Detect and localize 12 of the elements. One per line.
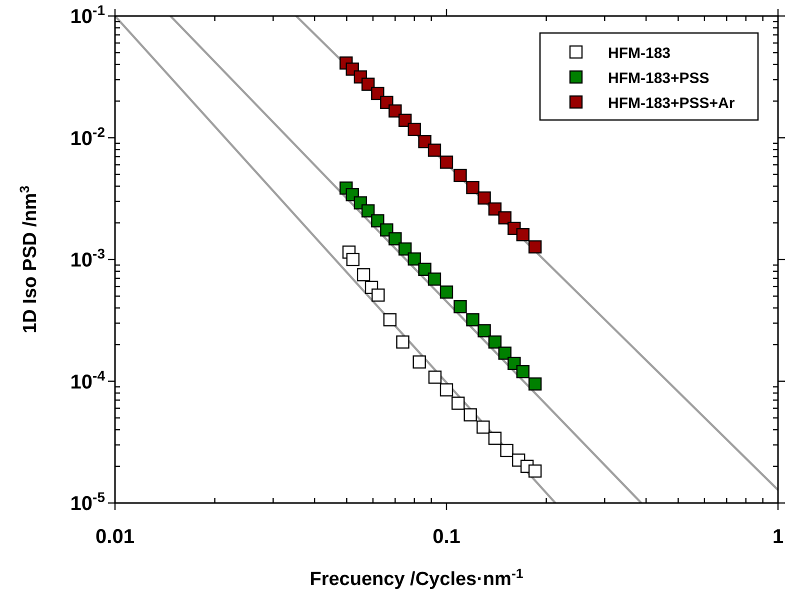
legend-label: HFM-183+PSS [608,70,710,87]
x-tick-label: 0.01 [96,526,134,548]
legend-label: HFM-183 [608,45,671,62]
legend-label: HFM-183+PSS+Ar [608,95,735,112]
x-axis-title: Frecuency /Cycles·nm$^{-1}$ [310,566,524,590]
y-tick-label: 10$^{-1}$ [70,2,106,28]
x-tick-label: 0.1 [432,526,460,548]
x-tick-label: 1 [772,526,784,548]
y-tick-label: 10$^{-3}$ [70,246,106,272]
y-tick-label: 10$^{-2}$ [70,124,106,150]
y-tick-label: 10$^{-4}$ [70,367,106,394]
y-tick-label: 10$^{-5}$ [70,489,106,515]
